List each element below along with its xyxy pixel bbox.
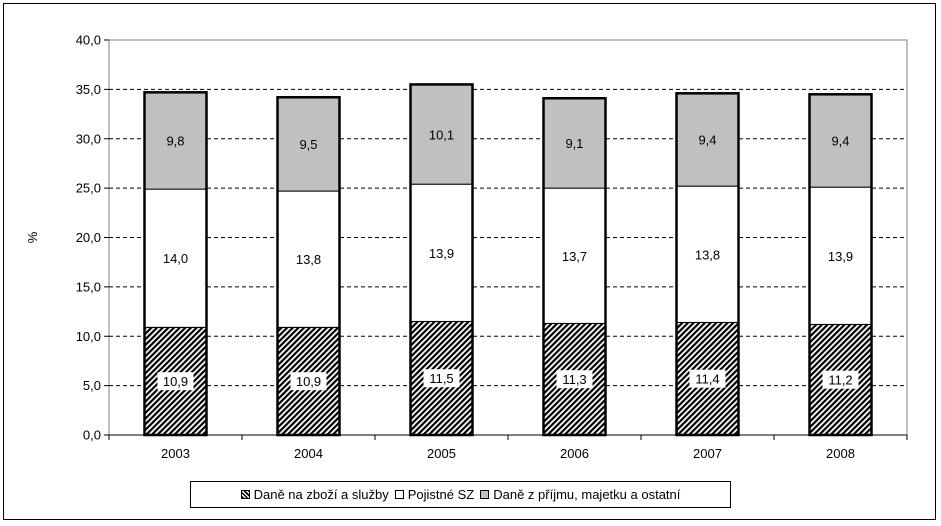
bar-segment-2 bbox=[543, 187, 606, 324]
bar-segment-2 bbox=[676, 185, 739, 323]
bar-outline bbox=[675, 92, 740, 437]
y-tick-label: 0,0 bbox=[83, 428, 101, 443]
data-label-bg bbox=[822, 370, 859, 389]
data-label: 10,9 bbox=[163, 374, 188, 389]
data-label: 11,5 bbox=[429, 371, 453, 386]
legend-item: Daně na zboží a služby bbox=[240, 487, 389, 502]
x-tick-label: 2006 bbox=[560, 446, 589, 461]
bar-segment-3 bbox=[144, 91, 207, 190]
y-tick-label: 5,0 bbox=[83, 378, 101, 393]
data-label: 13,7 bbox=[562, 249, 587, 264]
y-tick-label: 40,0 bbox=[76, 33, 101, 48]
data-label: 10,9 bbox=[296, 374, 321, 389]
bar-segment-3 bbox=[543, 97, 606, 189]
data-label-bg bbox=[689, 369, 726, 388]
legend-swatch bbox=[240, 490, 250, 499]
y-tick-label: 35,0 bbox=[76, 82, 101, 97]
data-label: 9,4 bbox=[698, 133, 716, 148]
y-tick-label: 15,0 bbox=[76, 279, 101, 294]
data-label: 9,8 bbox=[166, 134, 184, 149]
data-label-bg bbox=[423, 369, 460, 388]
data-label: 9,4 bbox=[831, 134, 849, 149]
data-label: 14,0 bbox=[163, 251, 188, 266]
legend-label: Pojistné SZ bbox=[407, 487, 475, 502]
data-label-bg bbox=[556, 370, 593, 389]
bar-segment-2 bbox=[277, 190, 340, 328]
data-label-bg bbox=[290, 372, 327, 391]
data-label: 13,9 bbox=[429, 246, 454, 261]
data-label-bg bbox=[157, 372, 194, 391]
chart-legend: Daně na zboží a služby Pojistné SZ Daně z … bbox=[190, 481, 731, 508]
x-tick-label: 2007 bbox=[693, 446, 722, 461]
x-tick-label: 2005 bbox=[427, 446, 456, 461]
data-label: 9,5 bbox=[299, 137, 317, 152]
data-label: 11,2 bbox=[828, 373, 852, 388]
data-label: 13,8 bbox=[695, 247, 720, 262]
x-tick-label: 2003 bbox=[161, 446, 190, 461]
bar-segment-2 bbox=[809, 186, 872, 325]
x-tick-label: 2008 bbox=[826, 446, 855, 461]
y-axis-label: % bbox=[25, 231, 40, 243]
y-tick-label: 20,0 bbox=[76, 230, 101, 245]
data-label: 13,9 bbox=[828, 249, 853, 264]
bar-outline bbox=[542, 97, 607, 437]
legend-swatch bbox=[480, 490, 490, 499]
legend-item: Daně z příjmu, majetku a ostatní bbox=[480, 487, 680, 502]
bar-outline bbox=[409, 83, 474, 437]
y-tick-label: 10,0 bbox=[76, 329, 101, 344]
data-label: 13,8 bbox=[296, 252, 321, 267]
bar-segment-3 bbox=[676, 92, 739, 187]
bar-segment-3 bbox=[277, 96, 340, 192]
legend-item: Pojistné SZ bbox=[394, 487, 475, 502]
data-label: 11,4 bbox=[695, 372, 719, 387]
bar-outline bbox=[143, 91, 208, 437]
bar-outline bbox=[276, 96, 341, 437]
bar-outline bbox=[808, 93, 873, 437]
data-label: 11,3 bbox=[562, 372, 586, 387]
legend-swatch bbox=[394, 490, 404, 499]
data-label: 10,1 bbox=[429, 127, 454, 142]
x-tick-label: 2004 bbox=[294, 446, 323, 461]
legend-label: Daně z příjmu, majetku a ostatní bbox=[493, 487, 681, 502]
data-label: 9,1 bbox=[565, 136, 583, 151]
y-tick-label: 30,0 bbox=[76, 131, 101, 146]
stacked-bar-chart: 0,0 5,0 10,0 15,0 20,0 25,0 30,0 35,0 40,0% 2003 1… bbox=[25, 33, 908, 461]
chart-frame: 0,0 5,0 10,0 15,0 20,0 25,0 30,0 35,0 40,0% 2003 1… bbox=[3, 3, 936, 520]
y-tick-label: 25,0 bbox=[76, 181, 101, 196]
legend-label: Daně na zboží a služby bbox=[253, 487, 389, 502]
